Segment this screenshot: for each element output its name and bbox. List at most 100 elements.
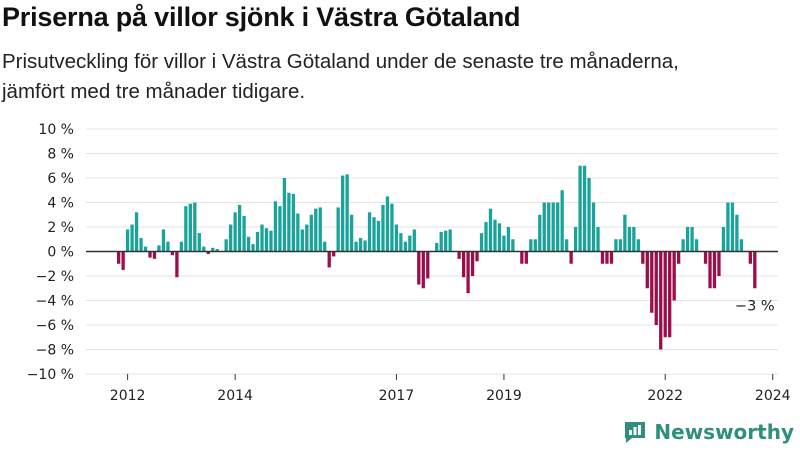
bar: [694, 239, 699, 252]
bar: [609, 251, 614, 264]
bar: [211, 247, 215, 252]
bar: [188, 203, 192, 252]
bar: [484, 222, 488, 252]
y-tick-label: 6 %: [47, 171, 74, 187]
bar: [170, 251, 175, 256]
bar: [246, 236, 251, 252]
bar: [296, 213, 300, 252]
bar: [448, 229, 452, 252]
bar: [672, 251, 676, 301]
bar: [349, 214, 354, 252]
bar: [354, 241, 358, 252]
bar: [291, 193, 296, 252]
bar: [730, 202, 735, 252]
bar: [439, 231, 443, 252]
bar: [573, 227, 578, 252]
bar: [690, 227, 694, 252]
bar: [703, 251, 708, 264]
bar: [632, 227, 636, 252]
bar: [282, 178, 287, 252]
bar: [587, 178, 591, 252]
bar: [148, 251, 152, 258]
annotations: −3 %: [735, 298, 775, 314]
bar: [529, 239, 533, 252]
bar: [305, 224, 309, 252]
bar: [130, 224, 134, 252]
bar: [408, 235, 412, 252]
bar: [314, 208, 318, 252]
bar: [327, 251, 331, 268]
x-tick-label: 2022: [647, 388, 683, 404]
bar: [260, 224, 264, 252]
bar: [134, 212, 139, 252]
bar: [152, 251, 157, 259]
bar: [300, 229, 304, 252]
bar: [278, 206, 282, 252]
bar: [726, 202, 730, 252]
chart-subtitle: Prisutveckling för villor i Västra Götal…: [2, 50, 679, 103]
bar: [645, 251, 649, 289]
y-tick-label: 8 %: [47, 147, 74, 163]
bar: [121, 251, 125, 270]
bar: [206, 251, 210, 254]
bar: [614, 239, 618, 252]
bar: [739, 239, 744, 252]
bar: [269, 230, 273, 252]
bar: [318, 207, 322, 252]
bar: [376, 220, 381, 252]
bar: [735, 214, 739, 252]
bar: [569, 251, 573, 264]
brand-name: Newsworthy: [654, 420, 794, 444]
x-tick-label: 2019: [486, 388, 522, 404]
bar: [605, 251, 609, 264]
bar: [721, 227, 726, 252]
brand-logo: Newsworthy: [622, 419, 794, 445]
bar: [193, 202, 197, 252]
bar: [367, 212, 372, 252]
bar: [323, 241, 327, 252]
y-axis-ticks: 10 % 8 % 6 % 4 % 2 % 0 % −2 % −4 % −6 % −8 % −10 %: [27, 122, 74, 383]
bar: [641, 251, 645, 264]
y-tick-label: 10 %: [38, 122, 74, 138]
bar: [444, 230, 448, 252]
bar: [600, 251, 605, 264]
bar: [412, 229, 416, 252]
bar: [251, 244, 255, 252]
x-axis-ticks: 2012 2014 2017 2019 2022 2024: [110, 374, 791, 404]
bar: [556, 202, 560, 252]
bar: [547, 202, 551, 252]
x-tick-label: 2024: [755, 388, 791, 404]
bar: [470, 251, 475, 276]
bar: [143, 246, 148, 252]
bar: [426, 251, 430, 279]
bar: [685, 227, 690, 252]
bar: [229, 224, 233, 252]
bar: [475, 251, 479, 262]
y-tick-label: −4 %: [36, 294, 74, 310]
y-tick-label: −10 %: [27, 367, 74, 383]
bar: [618, 239, 623, 252]
bar: [345, 174, 349, 252]
y-tick-label: −6 %: [36, 318, 74, 334]
bar: [582, 165, 587, 252]
bar: [712, 251, 717, 289]
bar: [358, 238, 363, 252]
bar: [273, 201, 278, 252]
bar: [237, 204, 242, 252]
bar: [435, 242, 439, 252]
bars: [117, 165, 757, 350]
bar: [417, 251, 421, 285]
bar: [560, 190, 564, 252]
bar: [287, 192, 291, 252]
bar: [520, 251, 524, 264]
bar: [175, 251, 179, 278]
bar: [636, 239, 640, 252]
bar: [242, 215, 246, 252]
bar: [654, 251, 658, 325]
y-tick-label: −8 %: [36, 343, 74, 359]
bar: [255, 231, 260, 252]
bar: [466, 251, 470, 294]
bar: [139, 238, 143, 252]
bar: [341, 175, 345, 252]
